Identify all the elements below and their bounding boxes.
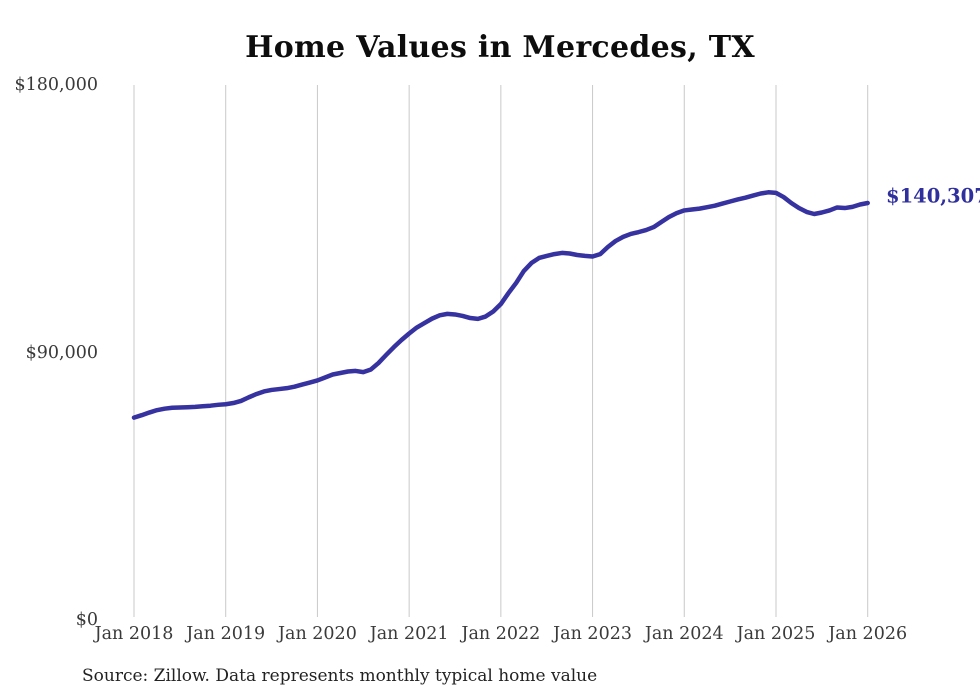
chart-title: Home Values in Mercedes, TX bbox=[245, 30, 755, 65]
x-axis-label-jan-2024: Jan 2024 bbox=[644, 624, 724, 644]
x-axis-label-jan-2018: Jan 2018 bbox=[94, 624, 174, 644]
home-value-line bbox=[131, 190, 870, 420]
x-axis-label-jan-2022: Jan 2022 bbox=[461, 624, 541, 644]
x-axis-label-jan-2026: Jan 2026 bbox=[828, 624, 908, 644]
y-axis-label-90000: $90,000 bbox=[25, 342, 98, 363]
y-axis-label-180000: $180,000 bbox=[14, 75, 98, 95]
end-value-label: $140,307 bbox=[886, 184, 980, 208]
source-note: Source: Zillow. Data represents monthly … bbox=[82, 666, 598, 686]
x-axis-label-jan-2019: Jan 2019 bbox=[186, 624, 266, 644]
x-axis-label-jan-2023: Jan 2023 bbox=[553, 624, 632, 644]
y-axis-label-0: $0 bbox=[75, 610, 98, 630]
x-axis-label-jan-2025: Jan 2025 bbox=[736, 624, 816, 644]
x-axis-label-jan-2020: Jan 2020 bbox=[278, 624, 357, 644]
x-axis-label-jan-2021: Jan 2021 bbox=[369, 624, 449, 644]
